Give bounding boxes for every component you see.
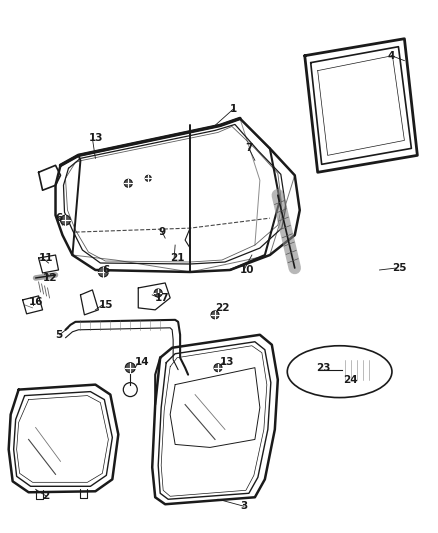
Text: 16: 16 bbox=[28, 297, 43, 307]
Text: 23: 23 bbox=[316, 362, 330, 373]
Text: 17: 17 bbox=[155, 293, 170, 303]
Text: 1: 1 bbox=[230, 103, 237, 114]
Text: 7: 7 bbox=[245, 143, 252, 154]
Text: 6: 6 bbox=[56, 213, 63, 223]
Text: 4: 4 bbox=[388, 51, 395, 61]
Text: 5: 5 bbox=[56, 330, 63, 340]
Circle shape bbox=[124, 179, 132, 187]
Text: 24: 24 bbox=[343, 375, 358, 385]
Text: 15: 15 bbox=[99, 300, 113, 310]
Circle shape bbox=[211, 311, 219, 319]
Text: 11: 11 bbox=[39, 253, 53, 263]
Text: 3: 3 bbox=[240, 501, 247, 511]
Text: 10: 10 bbox=[240, 265, 254, 275]
Text: 21: 21 bbox=[170, 253, 185, 263]
Circle shape bbox=[99, 267, 108, 277]
Text: 22: 22 bbox=[215, 303, 230, 313]
Text: 9: 9 bbox=[158, 227, 165, 237]
Circle shape bbox=[299, 364, 311, 376]
Text: 13: 13 bbox=[88, 133, 103, 143]
Text: 12: 12 bbox=[42, 273, 57, 283]
Text: 6: 6 bbox=[102, 265, 110, 275]
Text: 25: 25 bbox=[392, 263, 407, 273]
Circle shape bbox=[60, 215, 71, 225]
Circle shape bbox=[125, 362, 135, 373]
Circle shape bbox=[214, 364, 222, 372]
Circle shape bbox=[145, 175, 151, 181]
Circle shape bbox=[154, 289, 162, 297]
Ellipse shape bbox=[287, 346, 392, 398]
Text: 13: 13 bbox=[220, 357, 234, 367]
Text: 2: 2 bbox=[42, 491, 50, 501]
Text: 14: 14 bbox=[135, 357, 150, 367]
